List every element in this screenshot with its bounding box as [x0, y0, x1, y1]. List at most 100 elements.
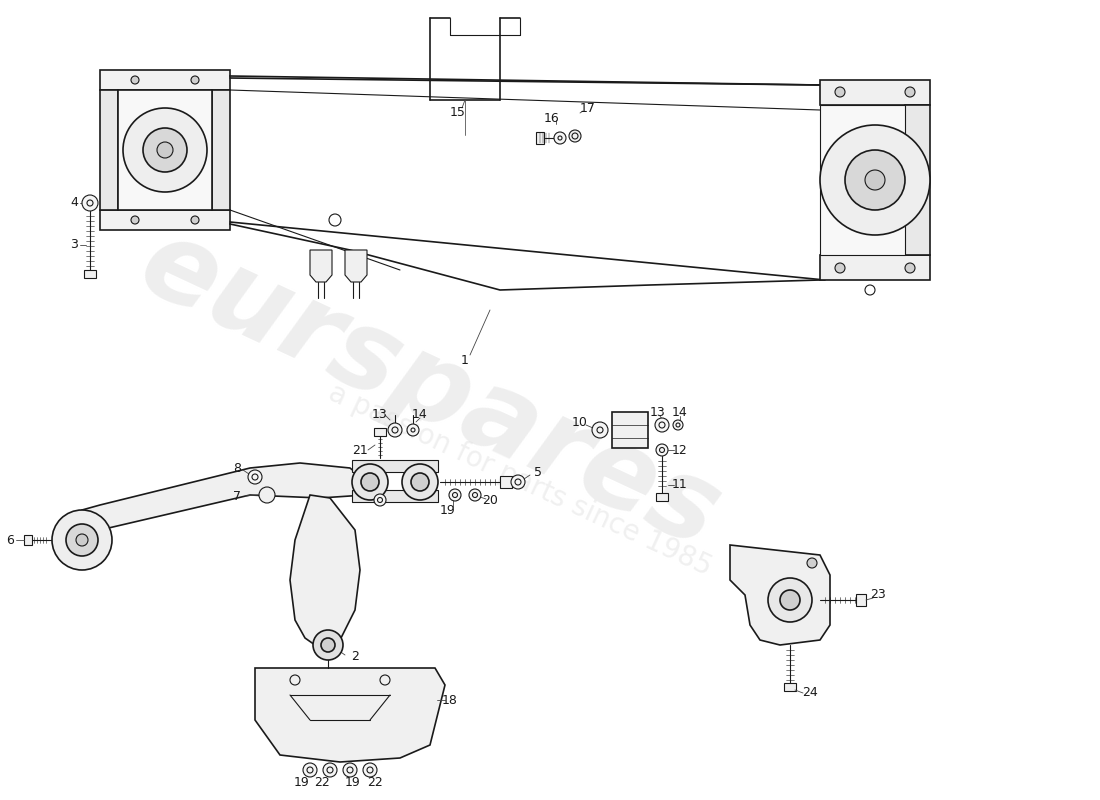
Circle shape [820, 125, 930, 235]
Bar [784, 683, 796, 691]
Circle shape [512, 475, 525, 489]
Text: 2: 2 [351, 650, 359, 663]
Circle shape [302, 763, 317, 777]
Circle shape [673, 420, 683, 430]
Polygon shape [820, 80, 930, 105]
Circle shape [402, 464, 438, 500]
Text: 19: 19 [294, 777, 310, 790]
Text: 17: 17 [580, 102, 596, 114]
Polygon shape [345, 250, 367, 282]
Text: 1: 1 [461, 354, 469, 366]
Circle shape [554, 132, 566, 144]
Circle shape [66, 524, 98, 556]
Text: 5: 5 [534, 466, 542, 478]
Text: 19: 19 [440, 503, 455, 517]
Polygon shape [118, 90, 212, 210]
Circle shape [82, 195, 98, 211]
Text: 15: 15 [450, 106, 466, 118]
Circle shape [248, 470, 262, 484]
Circle shape [321, 638, 336, 652]
Text: 3: 3 [70, 238, 78, 251]
Circle shape [323, 763, 337, 777]
Text: 13: 13 [650, 406, 666, 418]
Circle shape [343, 763, 358, 777]
Circle shape [388, 423, 401, 437]
Circle shape [131, 76, 139, 84]
Text: 14: 14 [412, 409, 428, 422]
Circle shape [845, 150, 905, 210]
Circle shape [835, 263, 845, 273]
Polygon shape [905, 105, 930, 255]
Circle shape [352, 464, 388, 500]
Polygon shape [100, 210, 230, 230]
Text: 8: 8 [233, 462, 241, 474]
Bar [352, 490, 438, 502]
Polygon shape [290, 495, 360, 648]
Circle shape [905, 87, 915, 97]
Text: 11: 11 [672, 478, 688, 491]
Text: 24: 24 [802, 686, 818, 699]
Bar [500, 476, 512, 488]
Bar [820, 105, 905, 255]
Circle shape [76, 534, 88, 546]
Circle shape [865, 170, 886, 190]
Text: 20: 20 [482, 494, 498, 506]
Text: a passion for parts since 1985: a passion for parts since 1985 [323, 378, 716, 582]
Polygon shape [730, 545, 830, 645]
Text: 4: 4 [70, 197, 78, 210]
Circle shape [656, 444, 668, 456]
Text: 18: 18 [442, 694, 458, 706]
Polygon shape [310, 250, 332, 282]
Bar [612, 412, 648, 448]
Circle shape [191, 216, 199, 224]
Bar [856, 594, 866, 606]
Circle shape [592, 422, 608, 438]
Text: 13: 13 [372, 409, 388, 422]
Bar [352, 460, 438, 472]
Polygon shape [100, 90, 118, 210]
Circle shape [314, 630, 343, 660]
Circle shape [411, 473, 429, 491]
Circle shape [449, 489, 461, 501]
Circle shape [143, 128, 187, 172]
Circle shape [835, 87, 845, 97]
Bar [536, 132, 544, 144]
Bar [24, 535, 32, 545]
Text: 14: 14 [672, 406, 688, 418]
Text: 16: 16 [544, 111, 560, 125]
Circle shape [407, 424, 419, 436]
Text: 19: 19 [345, 777, 361, 790]
Bar [84, 270, 96, 278]
Text: 7: 7 [233, 490, 241, 502]
Circle shape [807, 558, 817, 568]
Circle shape [258, 487, 275, 503]
Circle shape [363, 763, 377, 777]
Polygon shape [100, 70, 230, 90]
Text: 21: 21 [352, 443, 367, 457]
Bar [374, 428, 386, 436]
Circle shape [361, 473, 379, 491]
Circle shape [52, 510, 112, 570]
Circle shape [191, 76, 199, 84]
Text: 23: 23 [870, 589, 886, 602]
Polygon shape [212, 90, 230, 210]
Text: 12: 12 [672, 443, 688, 457]
Polygon shape [820, 255, 930, 280]
Circle shape [374, 494, 386, 506]
Circle shape [780, 590, 800, 610]
Circle shape [569, 130, 581, 142]
Text: 10: 10 [572, 417, 587, 430]
Text: eurspares: eurspares [123, 210, 736, 570]
Circle shape [654, 418, 669, 432]
Circle shape [157, 142, 173, 158]
Circle shape [905, 263, 915, 273]
Circle shape [469, 489, 481, 501]
Circle shape [123, 108, 207, 192]
Circle shape [768, 578, 812, 622]
Text: 22: 22 [367, 777, 383, 790]
Text: 22: 22 [315, 777, 330, 790]
Circle shape [131, 216, 139, 224]
Text: 6: 6 [7, 534, 14, 546]
Polygon shape [255, 668, 446, 762]
Bar [656, 493, 668, 501]
